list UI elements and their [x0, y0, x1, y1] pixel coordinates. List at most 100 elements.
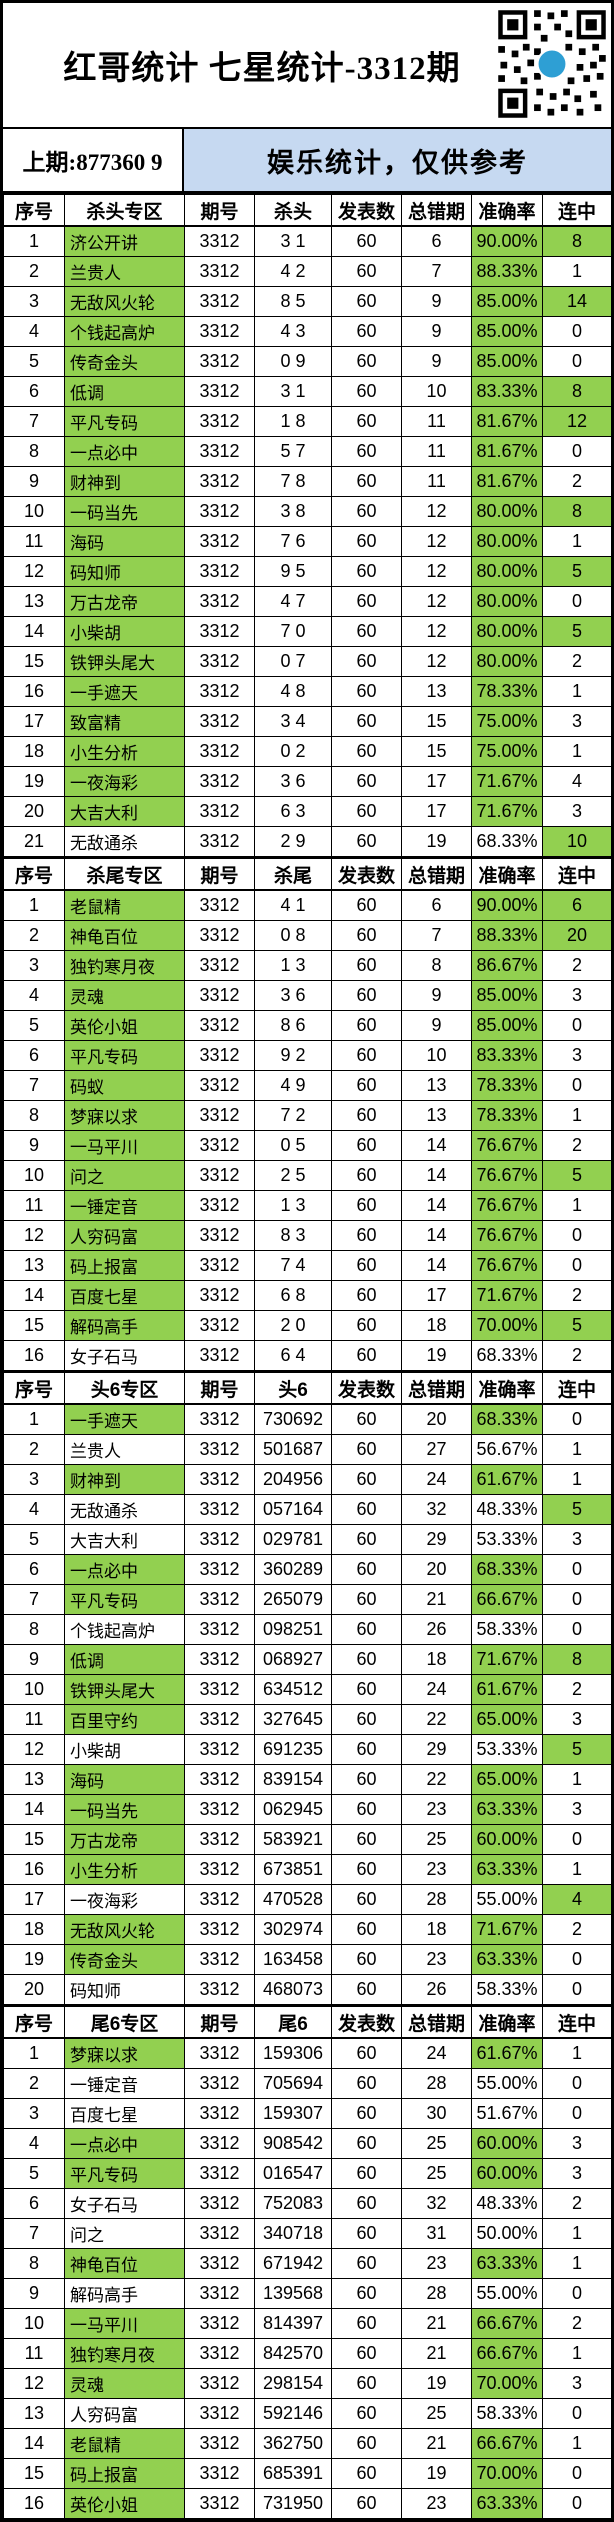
- issue-cell: 3312: [184, 2188, 255, 2219]
- streak-cell: 8: [542, 376, 612, 407]
- streak-cell: 5: [542, 1160, 612, 1191]
- total-error-cell: 13: [401, 1070, 472, 1101]
- page-title: 红哥统计 七星统计-3312期: [63, 51, 461, 87]
- row-index-cell: 2: [3, 920, 65, 951]
- table-row: 20 大吉大利 3312 6 3 60 17 71.67% 3: [3, 796, 612, 827]
- published-count-cell: 60: [331, 646, 402, 677]
- accuracy-cell: 55.00%: [471, 2068, 543, 2099]
- streak-cell: 14: [542, 286, 612, 317]
- table-row: 2 兰贵人 3312 4 2 60 7 88.33% 1: [3, 256, 612, 287]
- accuracy-cell: 63.33%: [471, 2488, 543, 2519]
- row-index-cell: 21: [3, 826, 65, 857]
- streak-cell: 3: [542, 1794, 612, 1825]
- table-row: 7 平凡专码 3312 265079 60 21 66.67% 0: [3, 1584, 612, 1615]
- accuracy-cell: 70.00%: [471, 2368, 543, 2399]
- issue-cell: 3312: [184, 1310, 255, 1341]
- table-row: 16 一手遮天 3312 4 8 60 13 78.33% 1: [3, 676, 612, 707]
- zone-name-cell: 女子石马: [64, 1340, 185, 1371]
- value-cell: 0 7: [254, 646, 332, 677]
- accuracy-cell: 85.00%: [471, 316, 543, 347]
- row-index-cell: 14: [3, 616, 65, 647]
- published-count-cell: 60: [331, 980, 402, 1011]
- streak-cell: 1: [542, 2218, 612, 2249]
- streak-cell: 3: [542, 2368, 612, 2399]
- row-index-cell: 9: [3, 2278, 65, 2309]
- table-row: 1 济公开讲 3312 3 1 60 6 90.00% 8: [3, 225, 612, 257]
- issue-cell: 3312: [184, 2428, 255, 2459]
- published-count-cell: 60: [331, 586, 402, 617]
- streak-cell: 2: [542, 950, 612, 981]
- total-error-cell: 23: [401, 2488, 472, 2519]
- zone-name-cell: 个钱起高炉: [64, 316, 185, 347]
- accuracy-cell: 60.00%: [471, 2158, 543, 2189]
- stats-table: 序号 尾6专区 期号 尾6 发表数 总错期 准确率 连中 1 梦寐以求 3312 159306 60 24…: [3, 2005, 612, 2519]
- issue-cell: 3312: [184, 796, 255, 827]
- total-error-cell: 9: [401, 980, 472, 1011]
- table-row: 12 灵魂 3312 298154 60 19 70.00% 3: [3, 2368, 612, 2399]
- accuracy-cell: 90.00%: [471, 225, 543, 257]
- row-index-cell: 6: [3, 376, 65, 407]
- published-count-cell: 60: [331, 2278, 402, 2309]
- col-streak: 连中: [542, 857, 612, 891]
- accuracy-cell: 71.67%: [471, 766, 543, 797]
- issue-cell: 3312: [184, 950, 255, 981]
- table-row: 9 低调 3312 068927 60 18 71.67% 8: [3, 1644, 612, 1675]
- zone-name-cell: 一点必中: [64, 436, 185, 467]
- total-error-cell: 29: [401, 1524, 472, 1555]
- total-error-cell: 14: [401, 1220, 472, 1251]
- streak-cell: 2: [542, 2308, 612, 2339]
- total-error-cell: 19: [401, 2458, 472, 2489]
- published-count-cell: 60: [331, 2158, 402, 2189]
- zone-name-cell: 无敌风火轮: [64, 1914, 185, 1945]
- streak-cell: 4: [542, 1884, 612, 1915]
- total-error-cell: 17: [401, 796, 472, 827]
- total-error-cell: 24: [401, 1464, 472, 1495]
- value-cell: 4 3: [254, 316, 332, 347]
- published-count-cell: 60: [331, 1310, 402, 1341]
- zone-name-cell: 海码: [64, 526, 185, 557]
- total-error-cell: 10: [401, 376, 472, 407]
- zone-name-cell: 致富精: [64, 706, 185, 737]
- value-cell: 731950: [254, 2488, 332, 2519]
- zone-name-cell: 英伦小姐: [64, 1010, 185, 1041]
- total-error-cell: 28: [401, 2278, 472, 2309]
- total-error-cell: 21: [401, 1584, 472, 1615]
- accuracy-cell: 61.67%: [471, 1464, 543, 1495]
- accuracy-cell: 68.33%: [471, 826, 543, 857]
- table-row: 18 无敌风火轮 3312 302974 60 18 71.67% 2: [3, 1914, 612, 1945]
- total-error-cell: 19: [401, 2368, 472, 2399]
- total-error-cell: 27: [401, 1434, 472, 1465]
- published-count-cell: 60: [331, 889, 402, 921]
- streak-cell: 8: [542, 496, 612, 527]
- table-row: 9 财神到 3312 7 8 60 11 81.67% 2: [3, 466, 612, 497]
- issue-cell: 3312: [184, 256, 255, 287]
- streak-cell: 2: [542, 1280, 612, 1311]
- zone-name-cell: 一点必中: [64, 1554, 185, 1585]
- published-count-cell: 60: [331, 316, 402, 347]
- value-cell: 6 3: [254, 796, 332, 827]
- streak-cell: 3: [542, 2128, 612, 2159]
- published-count-cell: 60: [331, 256, 402, 287]
- published-count-cell: 60: [331, 406, 402, 437]
- issue-cell: 3312: [184, 1130, 255, 1161]
- issue-cell: 3312: [184, 1644, 255, 1675]
- value-cell: 0 5: [254, 1130, 332, 1161]
- col-accuracy: 准确率: [471, 857, 543, 891]
- zone-name-cell: 一锤定音: [64, 2068, 185, 2099]
- accuracy-cell: 76.67%: [471, 1160, 543, 1191]
- issue-cell: 3312: [184, 889, 255, 921]
- table-row: 20 码知师 3312 468073 60 26 58.33% 0: [3, 1974, 612, 2005]
- streak-cell: 0: [542, 2458, 612, 2489]
- col-published: 发表数: [331, 2005, 402, 2039]
- zone-name-cell: 小生分析: [64, 736, 185, 767]
- row-index-cell: 12: [3, 556, 65, 587]
- row-index-cell: 3: [3, 1464, 65, 1495]
- issue-cell: 3312: [184, 1704, 255, 1735]
- published-count-cell: 60: [331, 676, 402, 707]
- issue-cell: 3312: [184, 1824, 255, 1855]
- zone-name-cell: 神龟百位: [64, 2248, 185, 2279]
- value-cell: 204956: [254, 1464, 332, 1495]
- published-count-cell: 60: [331, 1824, 402, 1855]
- accuracy-cell: 85.00%: [471, 1010, 543, 1041]
